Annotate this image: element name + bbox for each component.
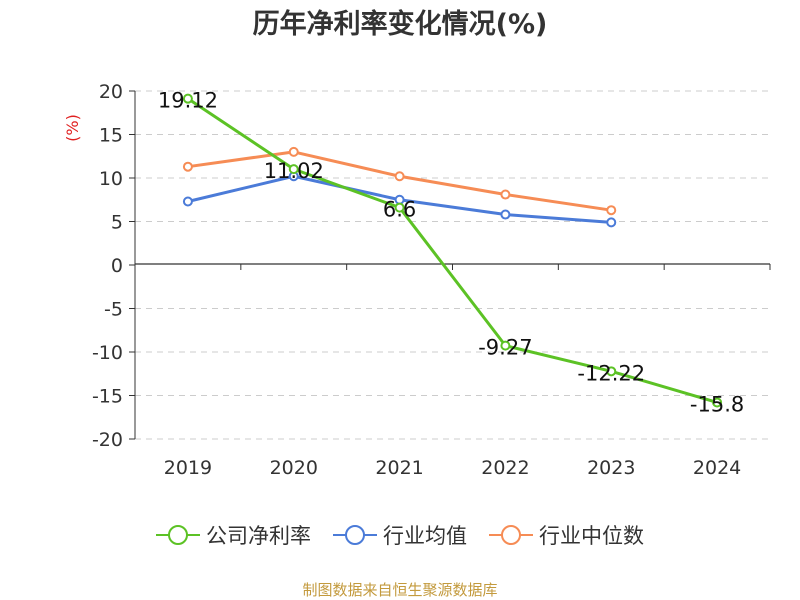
data-point — [500, 209, 511, 220]
data-point — [288, 164, 299, 175]
data-point — [712, 397, 723, 408]
data-label: 19.12 — [158, 89, 218, 113]
data-point — [182, 93, 193, 104]
data-label: 11.02 — [264, 159, 324, 183]
legend-item[interactable]: 公司净利率 — [156, 520, 311, 550]
y-tick-label: -5 — [104, 299, 123, 321]
axes: 20 15 10 5 0 -5 -10 -15 -20 2019 2020 2021 2022 2023 2… — [92, 81, 771, 479]
y-tick-label: 20 — [99, 81, 123, 103]
x-tick-label: 2023 — [587, 457, 635, 479]
y-tick-label: -10 — [92, 342, 123, 364]
x-tick-label: 2021 — [375, 457, 423, 479]
legend-item[interactable]: 行业均值 — [333, 520, 467, 550]
y-tick-label: -20 — [92, 429, 123, 451]
data-point — [394, 171, 405, 182]
legend-swatch-icon — [156, 525, 200, 545]
y-tick-label: 5 — [111, 212, 123, 234]
data-point — [182, 161, 193, 172]
data-label: -15.8 — [690, 392, 744, 416]
data-point — [606, 366, 617, 377]
data-point — [606, 217, 617, 228]
legend-label: 行业中位数 — [539, 524, 644, 548]
y-axis-label: (%) — [63, 114, 82, 142]
source-note: 制图数据来自恒生聚源数据库 — [302, 581, 498, 599]
data-point — [500, 189, 511, 200]
data-point — [394, 202, 405, 213]
x-tick-label: 2024 — [693, 457, 741, 479]
data-label: -9.27 — [478, 336, 532, 360]
x-tick-label: 2019 — [164, 457, 212, 479]
series-lines — [182, 93, 723, 408]
y-tick-label: 10 — [99, 168, 123, 190]
data-point — [182, 196, 193, 207]
grid-lines — [135, 90, 770, 440]
data-label: -12.22 — [577, 361, 645, 385]
legend-swatch-icon — [333, 525, 377, 545]
data-point — [606, 205, 617, 216]
x-tick-label: 2020 — [270, 457, 318, 479]
legend-label: 公司净利率 — [206, 524, 311, 548]
data-labels: 19.12 11.02 6.6 -9.27 -12.22 -15.8 — [158, 89, 744, 417]
data-label: 6.6 — [383, 198, 416, 222]
x-tick-label: 2022 — [481, 457, 529, 479]
y-tick-label: 15 — [99, 125, 123, 147]
y-tick-label: -15 — [92, 386, 123, 408]
legend-item[interactable]: 行业中位数 — [489, 520, 644, 550]
legend-label: 行业均值 — [383, 524, 467, 548]
legend: 公司净利率 行业均值 行业中位数 — [0, 520, 800, 550]
series-line — [187, 97, 718, 404]
y-tick-label: 0 — [111, 255, 123, 277]
data-point — [500, 340, 511, 351]
legend-swatch-icon — [489, 525, 533, 545]
chart-title: 历年净利率变化情况(%) — [252, 9, 548, 40]
data-point — [288, 146, 299, 157]
